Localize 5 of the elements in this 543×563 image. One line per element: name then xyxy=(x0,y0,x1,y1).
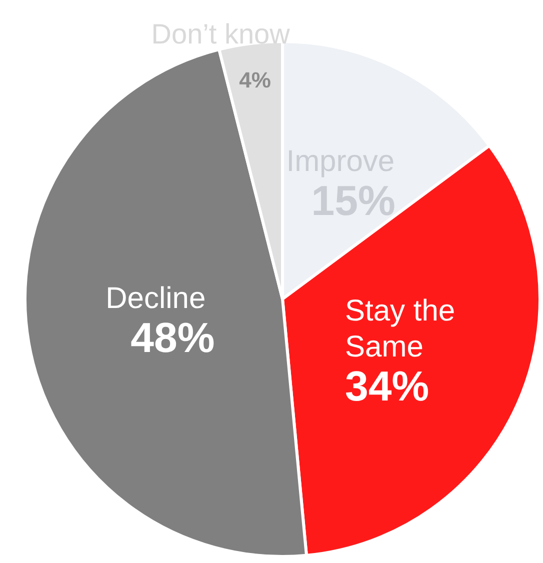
slice-label: Decline xyxy=(106,282,206,315)
slice-label: Stay the Same xyxy=(345,294,456,364)
data-label: 4% xyxy=(239,67,271,92)
data-label: 48% xyxy=(130,314,215,361)
data-label: 34% xyxy=(345,362,430,410)
